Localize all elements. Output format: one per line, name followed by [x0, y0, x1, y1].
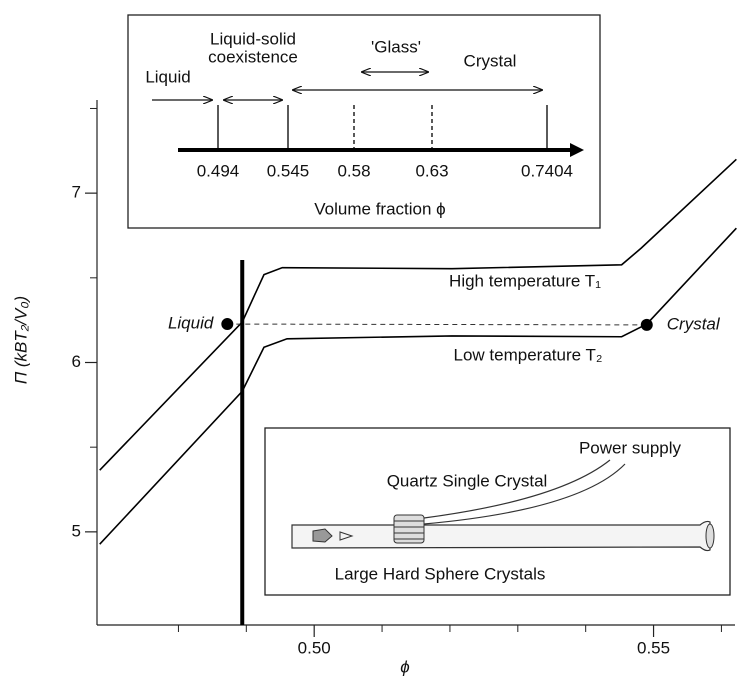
region-label: Liquid	[145, 67, 190, 86]
x-axis-label: ϕ	[400, 657, 409, 676]
x-tick-label: 0.55	[637, 638, 670, 657]
inset-tick-label: 0.494	[197, 161, 240, 180]
y-tick-label: 7	[72, 183, 81, 202]
inset-tick-label: 0.7404	[521, 161, 573, 180]
point	[640, 318, 653, 331]
apparatus-label: Large Hard Sphere Crystals	[335, 564, 546, 583]
point-label: Liquid	[168, 314, 214, 333]
inset-tick-label: 0.63	[415, 161, 448, 180]
apparatus-label: Power supply	[579, 438, 682, 457]
series-label: Low temperature T₂	[454, 345, 603, 364]
apparatus-label: Quartz Single Crystal	[387, 471, 548, 490]
point	[221, 318, 234, 331]
region-label: 'Glass'	[371, 37, 421, 56]
y-tick-label: 5	[72, 521, 81, 540]
series-line	[99, 158, 737, 471]
point-label: Crystal	[667, 314, 721, 333]
inset-tick-label: 0.545	[267, 161, 310, 180]
x-tick-label: 0.50	[298, 638, 331, 657]
y-axis-label: Π (kBT₂/V₀)	[11, 296, 30, 384]
phase-inset: 0.494 0.545 0.58 0.63 0.7404 Volume frac…	[127, 14, 601, 229]
region-label: Crystal	[464, 51, 517, 70]
region-label: coexistence	[208, 47, 298, 66]
apparatus-inset: Power supply Quartz Single Crystal Large…	[264, 427, 731, 596]
region-label: Liquid-solid	[210, 29, 296, 48]
y-tick-label: 6	[72, 352, 81, 371]
tie-line	[227, 323, 647, 326]
series-label: High temperature T₁	[449, 271, 601, 290]
inset-tick-label: 0.58	[337, 161, 370, 180]
plot-area: 5 6 7 0.50 0.55 Liquid Crystal High temperature…	[72, 100, 737, 657]
inset-axis-label: Volume fraction ϕ	[314, 199, 445, 218]
